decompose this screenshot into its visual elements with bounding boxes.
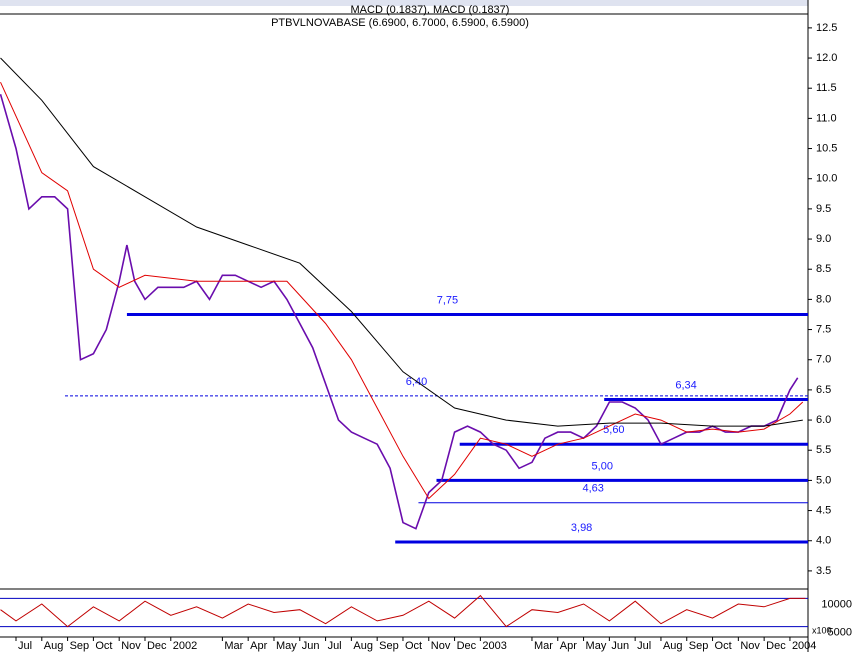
x-tick-label: Dec <box>147 640 167 652</box>
x-tick-label: Apr <box>560 640 577 652</box>
y-tick-label: 7.5 <box>816 323 831 335</box>
price-line <box>0 57 803 427</box>
y-tick-label: 6.5 <box>816 384 831 396</box>
x-tick-label: Nov <box>431 640 451 652</box>
y-tick-label: 3.5 <box>816 565 831 577</box>
y-tick-label: 4.0 <box>816 535 831 547</box>
y-tick-label: 6.0 <box>816 414 831 426</box>
x-tick-label: Aug <box>44 640 64 652</box>
x-tick-label: Sep <box>379 640 399 652</box>
x-tick-label: Oct <box>405 640 422 652</box>
x-tick-label: Jul <box>328 640 342 652</box>
x-tick-label: Dec <box>766 640 786 652</box>
x-tick-label: May <box>276 640 297 652</box>
level-label: 7,75 <box>437 294 458 306</box>
x-tick-label: Jun <box>302 640 320 652</box>
x-tick-label: Oct <box>95 640 112 652</box>
y-tick-label: 9.5 <box>816 203 831 215</box>
level-label: 5,00 <box>592 460 613 472</box>
price-line <box>0 81 804 500</box>
y-tick-label: 12.5 <box>816 22 837 34</box>
level-label: 5,60 <box>603 424 624 436</box>
y-tick-label: 4.5 <box>816 504 831 516</box>
x-tick-label: Nov <box>121 640 141 652</box>
x-tick-label: Mar <box>534 640 553 652</box>
x-tick-label: Nov <box>740 640 760 652</box>
x-tick-label: Sep <box>70 640 90 652</box>
level-label: 4,63 <box>583 483 604 495</box>
x-tick-label: Aug <box>663 640 683 652</box>
x-tick-label: 2002 <box>173 640 197 652</box>
y-tick-label: 11.0 <box>816 112 837 124</box>
osc-tick-label: 5000 <box>828 626 852 638</box>
y-tick-label: 11.5 <box>816 82 837 94</box>
chart-title: PTBVLNOVABASE (6.6900, 6.7000, 6.5900, 6… <box>271 17 529 29</box>
oscillator-line <box>0 594 806 628</box>
level-label: 3,98 <box>571 522 592 534</box>
x-tick-label: Aug <box>353 640 373 652</box>
x-tick-label: 2003 <box>482 640 506 652</box>
y-tick-label: 5.0 <box>816 474 831 486</box>
y-tick-label: 10.5 <box>816 142 837 154</box>
x-tick-label: Sep <box>689 640 709 652</box>
level-label: 6,34 <box>675 379 696 391</box>
x-tick-label: Jun <box>611 640 629 652</box>
x-tick-label: Apr <box>250 640 267 652</box>
x-tick-label: 2004 <box>792 640 816 652</box>
y-tick-label: 9.0 <box>816 233 831 245</box>
x-tick-label: Jul <box>637 640 651 652</box>
x-tick-label: May <box>586 640 607 652</box>
y-tick-label: 5.5 <box>816 444 831 456</box>
header: MACD (0.1837), MACD (0.1837) <box>351 4 510 16</box>
y-tick-label: 10.0 <box>816 173 837 185</box>
x-tick-label: Jul <box>18 640 32 652</box>
x-tick-label: Oct <box>715 640 732 652</box>
osc-unit: x100 <box>812 625 832 635</box>
x-tick-label: Mar <box>224 640 243 652</box>
y-tick-label: 8.0 <box>816 293 831 305</box>
y-tick-label: 7.0 <box>816 354 831 366</box>
x-tick-label: Dec <box>457 640 477 652</box>
osc-tick-label: 10000 <box>821 598 852 610</box>
macd-strip <box>0 0 808 6</box>
y-tick-label: 8.5 <box>816 263 831 275</box>
y-tick-label: 12.0 <box>816 52 837 64</box>
price-line <box>0 93 799 530</box>
